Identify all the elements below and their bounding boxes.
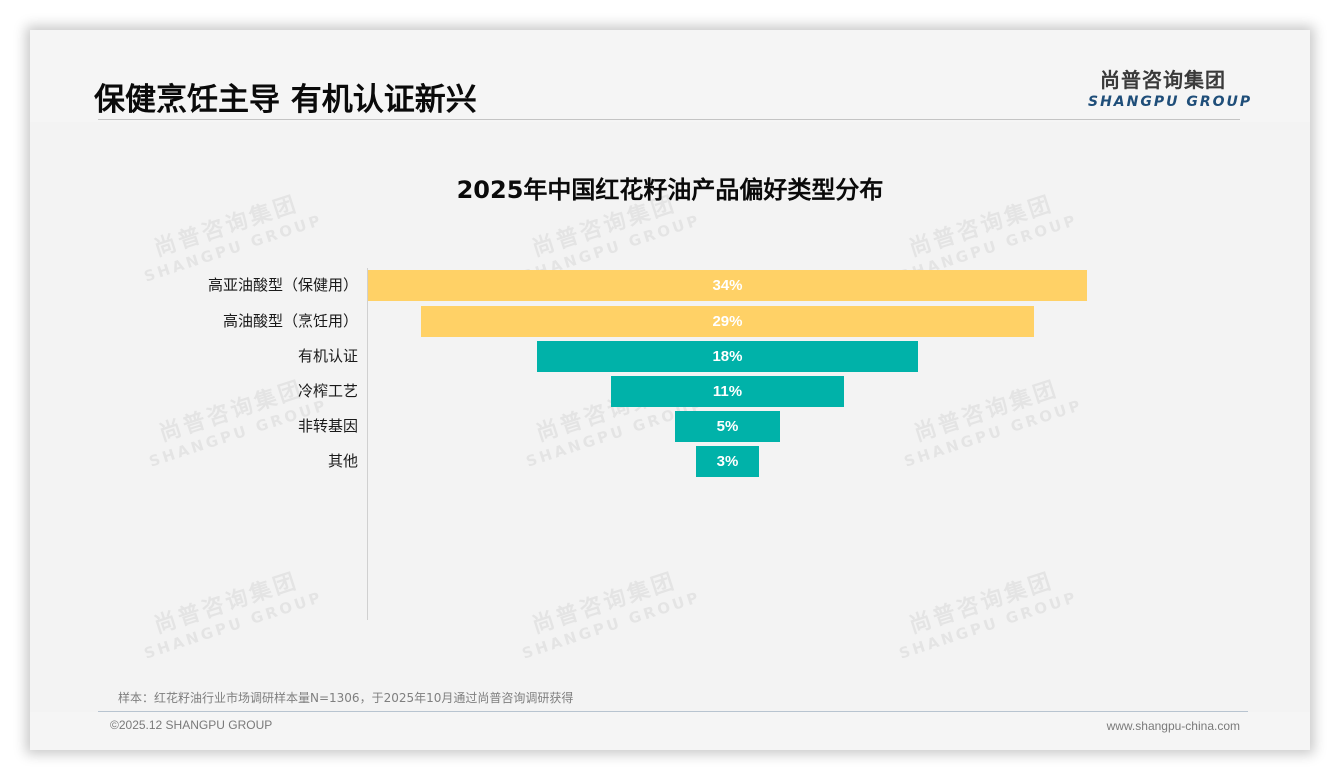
funnel-bar: 34% [368,270,1087,301]
watermark: 尚普咨询集团 SHANGPU GROUP [132,557,326,663]
watermark: 尚普咨询集团 SHANGPU GROUP [510,557,704,663]
watermark-en: SHANGPU GROUP [896,587,1081,663]
header-band [30,30,1310,122]
funnel-bar: 29% [420,306,1035,337]
chart-title: 2025年中国红花籽油产品偏好类型分布 [456,176,884,204]
watermark-cn: 尚普咨询集团 [906,568,1057,639]
funnel-bar: 18% [537,341,918,372]
footer-divider [98,711,1248,712]
category-label: 非转基因 [297,417,358,435]
category-label: 其他 [327,452,358,470]
category-label: 高亚油酸型（保健用） [207,276,358,294]
watermark-cn: 尚普咨询集团 [911,376,1062,447]
watermark-cn: 尚普咨询集团 [151,568,302,639]
category-label: 冷榨工艺 [297,382,358,400]
watermark: 尚普咨询集团 SHANGPU GROUP [892,365,1086,471]
slide: 尚普咨询集团 SHANGPU GROUP 尚普咨询集团 SHANGPU GROU… [30,30,1310,750]
funnel-bar: 3% [695,446,760,477]
sample-note: 样本：红花籽油行业市场调研样本量N=1306，于2025年10月通过尚普咨询调研… [118,691,574,705]
copyright: ©2025.12 SHANGPU GROUP [110,718,273,732]
funnel-bar: 11% [611,376,844,407]
watermark-en: SHANGPU GROUP [141,587,326,663]
funnel-bar: 5% [674,411,781,442]
logo: 尚普咨询集团 SHANGPU GROUP [1088,64,1253,110]
logo-cn: 尚普咨询集团 [1100,68,1226,92]
page-title: 保健烹饪主导 有机认证新兴 [94,82,477,118]
header-divider [98,119,1240,120]
watermark-cn: 尚普咨询集团 [529,568,680,639]
category-axis-line [367,268,368,620]
website-link[interactable]: www.shangpu-china.com [1106,719,1240,733]
logo-en: SHANGPU GROUP [1088,94,1253,110]
watermark-en: SHANGPU GROUP [519,587,704,663]
category-label: 有机认证 [297,347,358,365]
category-label: 高油酸型（烹饪用） [222,312,358,330]
footer-band [30,712,1310,750]
watermark-en: SHANGPU GROUP [901,395,1086,471]
watermark: 尚普咨询集团 SHANGPU GROUP [887,557,1081,663]
